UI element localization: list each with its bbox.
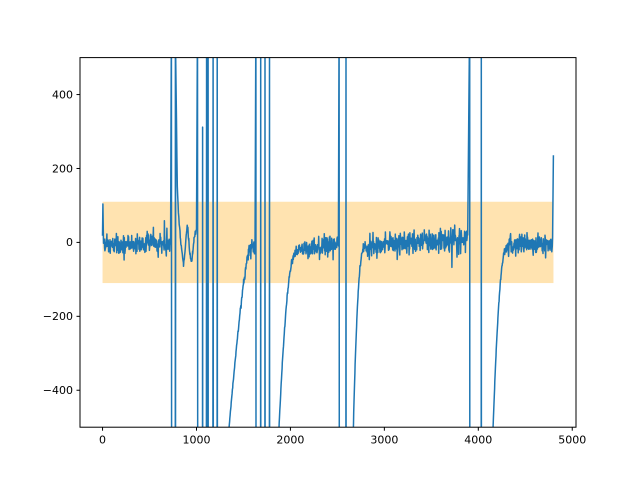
x-tick-label: 1000 [182, 434, 210, 447]
x-tick-label: 2000 [276, 434, 304, 447]
y-tick-label: 200 [52, 162, 73, 175]
x-tick-label: 5000 [558, 434, 586, 447]
x-tick-label: 4000 [464, 434, 492, 447]
signal-line [101, 57, 555, 428]
y-tick-label: 400 [52, 88, 73, 101]
x-tick-label: 0 [99, 434, 106, 447]
y-tick-label: 0 [66, 236, 73, 249]
x-tick-label: 3000 [370, 434, 398, 447]
y-tick-label: −400 [43, 384, 73, 397]
y-tick-label: −200 [43, 310, 73, 323]
